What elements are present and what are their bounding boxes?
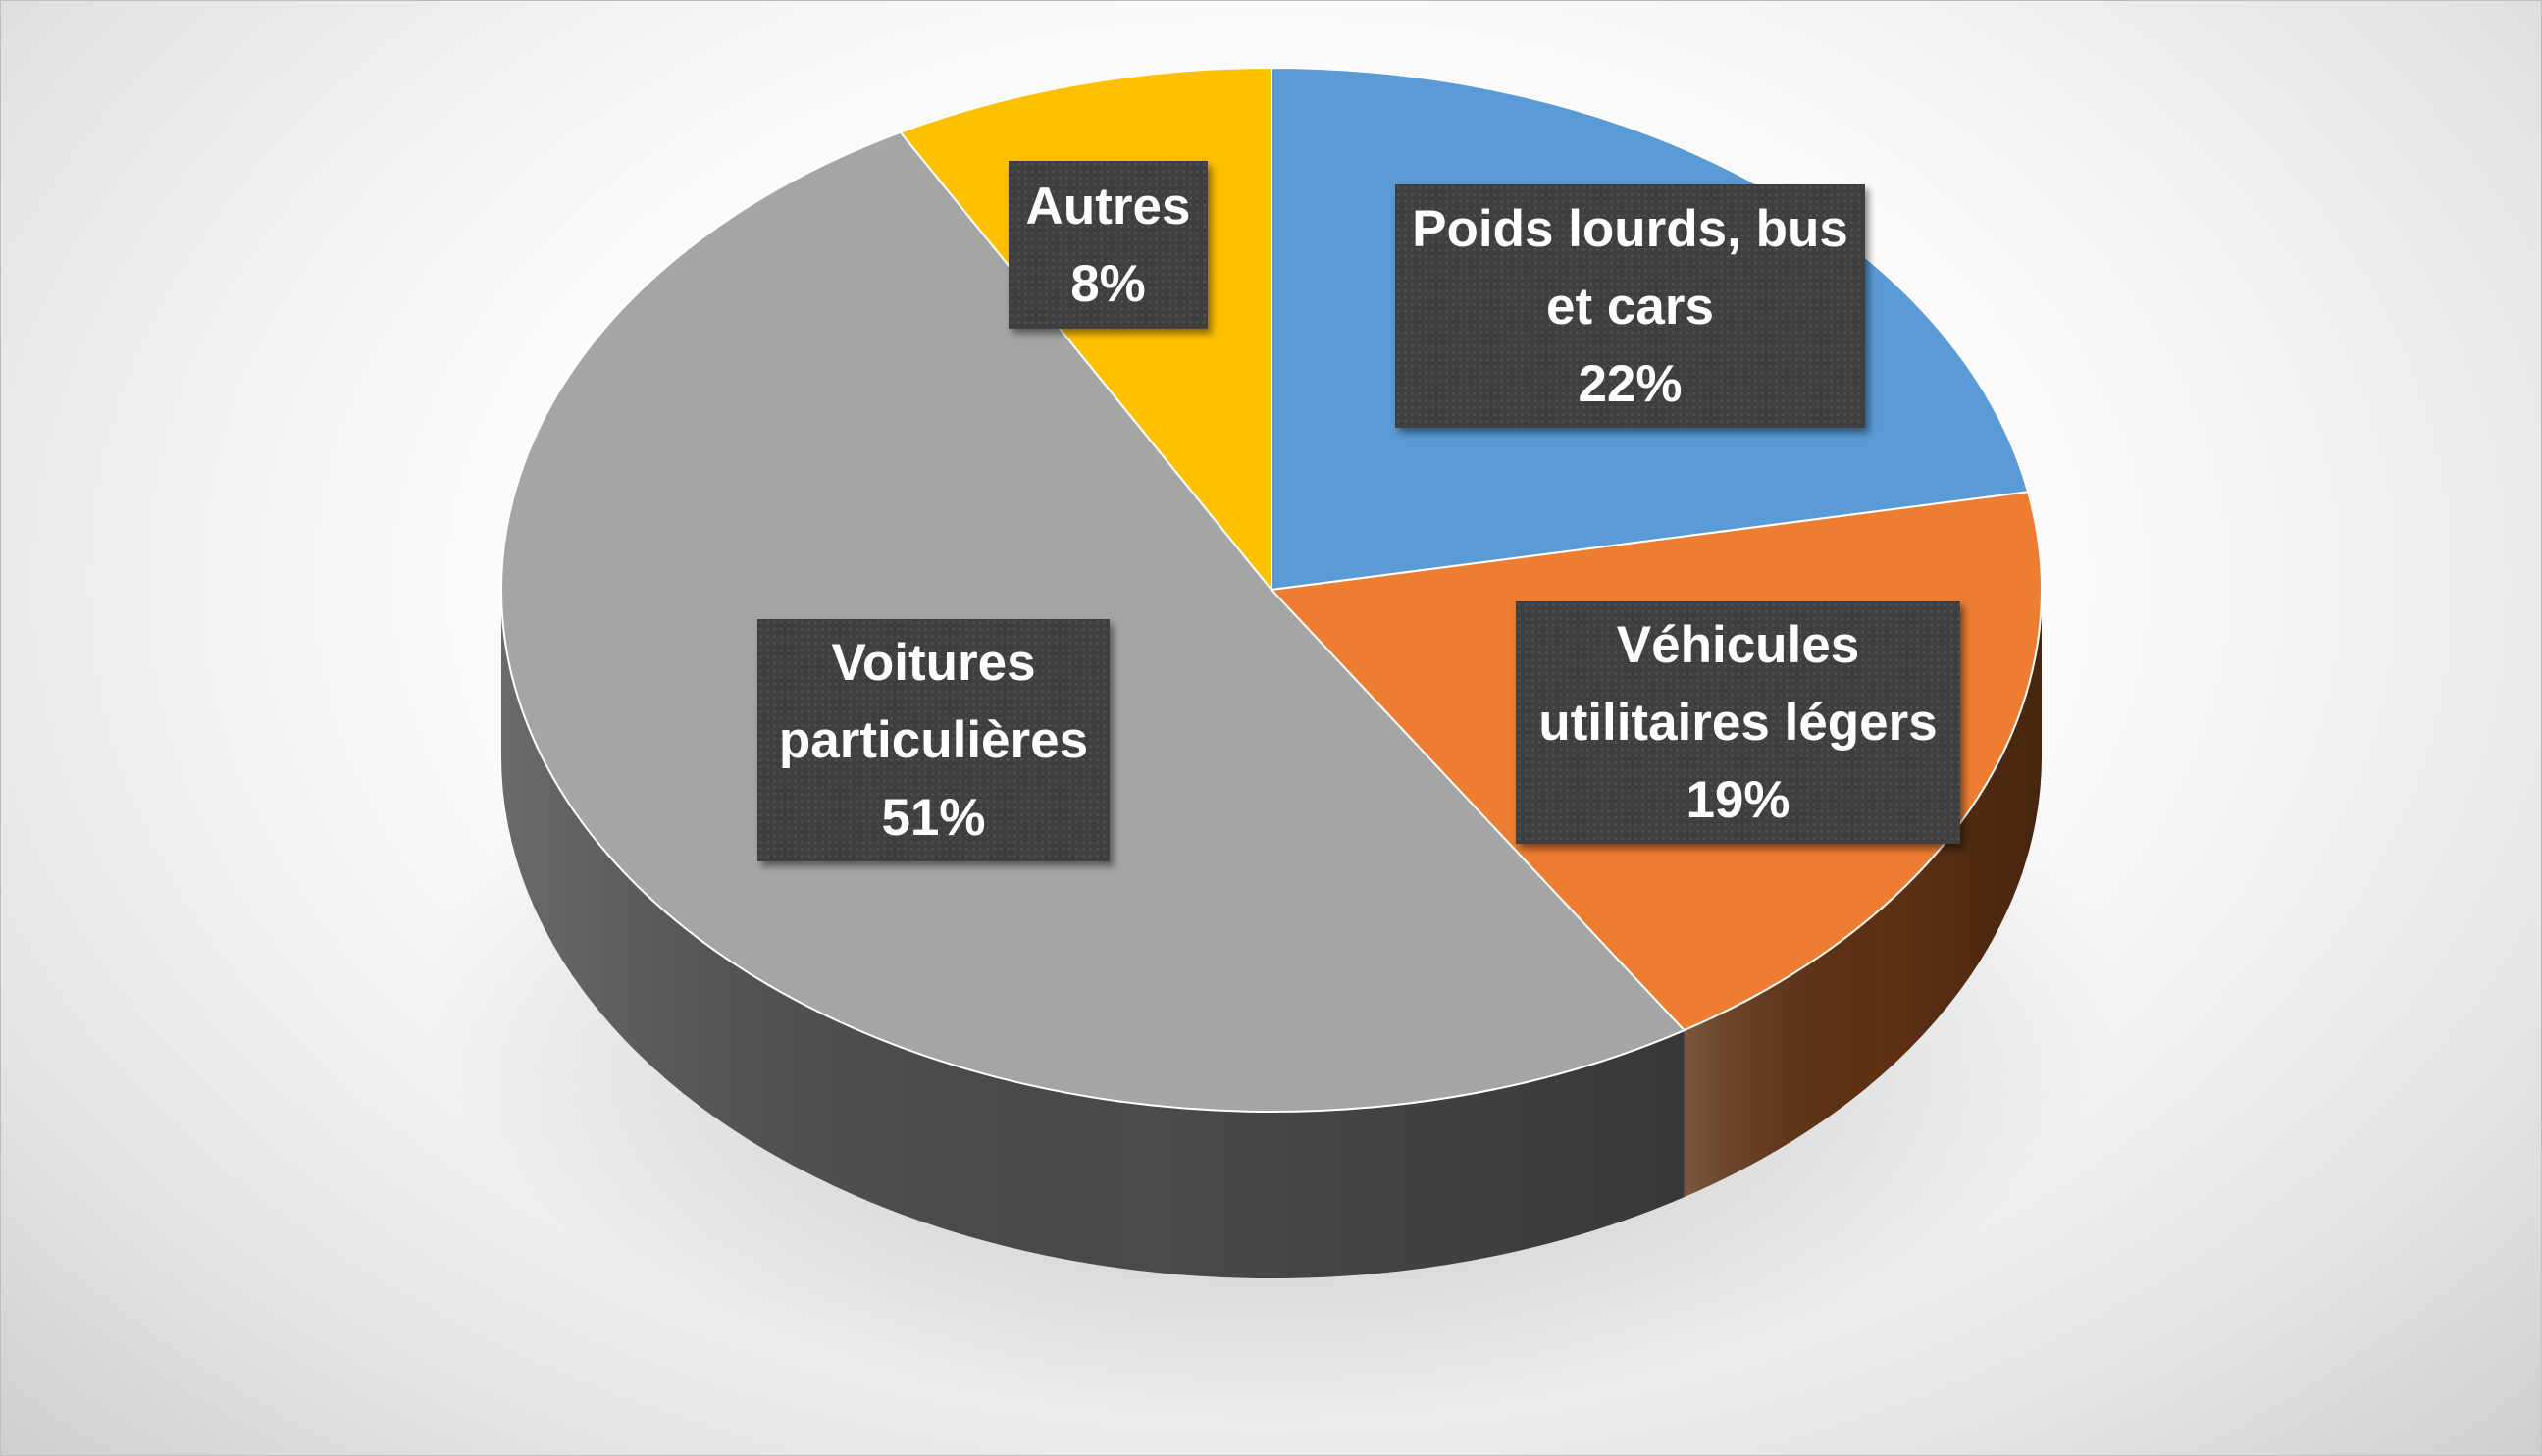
data-label-vehicules: Véhicules utilitaires légers 19% [1516, 601, 1960, 844]
data-label-value: 51% [881, 789, 986, 847]
data-label-category: Véhicules [1616, 616, 1860, 674]
data-label-category: Autres [1025, 177, 1191, 235]
data-label-value: 22% [1578, 354, 1683, 413]
data-label-autres: Autres 8% [1009, 161, 1208, 329]
data-label-category: particulières [778, 711, 1089, 769]
pie-side-shade-vehicules [1684, 590, 2042, 1198]
data-label-voitures: Voitures particulières 51% [757, 619, 1110, 861]
data-label-category: Poids lourds, bus [1412, 199, 1848, 258]
data-label-category: et cars [1546, 277, 1714, 336]
data-label-value: 19% [1686, 771, 1790, 829]
data-label-value: 8% [1070, 254, 1146, 313]
data-label-category: Voitures [831, 634, 1036, 692]
data-label-poids-lourds-bus: Poids lourds, bus et cars 22% [1395, 184, 1865, 428]
data-label-category: utilitaires légers [1538, 694, 1938, 752]
